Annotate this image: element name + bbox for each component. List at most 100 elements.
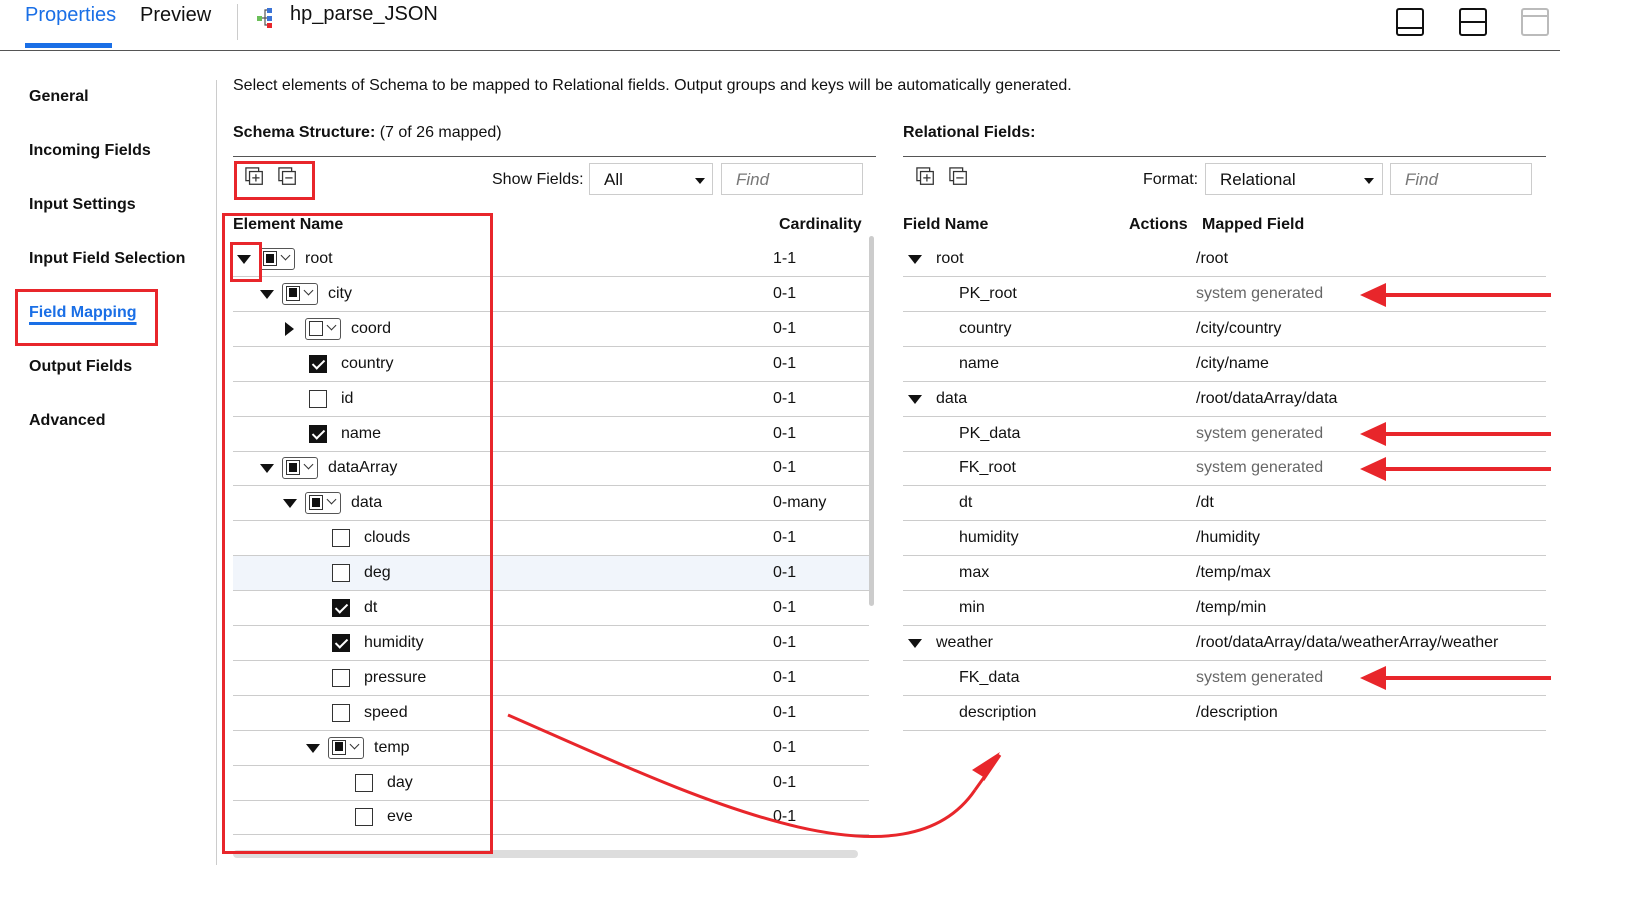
tristate-checkbox[interactable] [282, 457, 318, 480]
expand-down-icon[interactable] [908, 394, 922, 404]
tab-preview[interactable]: Preview [140, 4, 212, 26]
tristate-checkbox[interactable] [305, 317, 341, 340]
row-divider [903, 450, 1546, 452]
expand-down-icon[interactable] [283, 499, 297, 509]
field-name: PK_root [959, 284, 1017, 302]
schema-horizontal-scrollbar[interactable] [233, 850, 858, 858]
mapped-field: /city/name [1196, 354, 1269, 372]
checkbox[interactable] [332, 529, 350, 548]
expand-right-icon[interactable] [285, 321, 294, 336]
row-divider [903, 415, 1546, 417]
field-name: PK_data [959, 424, 1021, 442]
mapped-field: system generated [1196, 459, 1324, 477]
checkbox[interactable] [332, 668, 350, 687]
checkbox[interactable] [332, 564, 350, 583]
tristate-checkbox[interactable] [282, 282, 318, 305]
element-name: country [341, 354, 394, 372]
format-value: Relational [1220, 170, 1296, 189]
cardinality: 0-1 [773, 529, 797, 547]
nav-incoming-fields[interactable]: Incoming Fields [29, 142, 151, 159]
mapped-field: system generated [1196, 284, 1324, 302]
element-name: deg [364, 564, 391, 582]
element-name: dt [364, 599, 378, 616]
row-divider [233, 310, 869, 312]
field-name: data [936, 389, 968, 407]
expand-down-icon[interactable] [260, 289, 274, 299]
schema-vertical-scrollbar[interactable] [869, 236, 874, 606]
nav-advanced[interactable]: Advanced [29, 412, 106, 429]
row-divider [903, 659, 1546, 661]
mapped-field: /city/country [1196, 319, 1282, 337]
row-divider [903, 520, 1546, 522]
mapped-field: /dt [1196, 494, 1214, 512]
mapped-field: /description [1196, 703, 1278, 721]
field-name: name [959, 354, 1000, 372]
nav-input-settings[interactable]: Input Settings [29, 196, 136, 213]
field-name: country [959, 319, 1012, 337]
checkbox[interactable] [355, 808, 373, 827]
schema-mapped-count: (7 of 26 mapped) [379, 124, 502, 141]
nav-field-mapping[interactable]: Field Mapping [29, 304, 137, 321]
element-name: coord [351, 319, 392, 337]
expand-down-icon[interactable] [237, 255, 251, 264]
mapped-field: /root [1196, 250, 1229, 267]
mapped-field: /temp/min [1196, 599, 1267, 616]
tristate-checkbox[interactable] [328, 736, 364, 759]
mapping-title: hp_parse_JSON [290, 3, 438, 25]
relational-collapse-all-icon[interactable] [949, 167, 969, 187]
row-divider [233, 380, 869, 382]
annotation-element-column-box [222, 213, 493, 854]
checkbox[interactable] [332, 633, 350, 652]
expand-down-icon[interactable] [908, 255, 922, 264]
nav-output-fields[interactable]: Output Fields [29, 358, 133, 375]
nav-input-field-selection[interactable]: Input Field Selection [29, 250, 186, 267]
mapped-field: /root/dataArray/data/weatherArray/weathe… [1196, 633, 1499, 651]
field-name: min [959, 599, 985, 616]
relational-find-input[interactable]: Find [1390, 163, 1532, 195]
row-divider [233, 485, 869, 487]
checkbox[interactable] [309, 424, 327, 443]
field-name: description [959, 703, 1037, 721]
cardinality: 1-1 [773, 250, 797, 267]
cardinality: 0-1 [773, 773, 797, 791]
expand-all-icon[interactable] [245, 167, 265, 187]
layout-top-panel-icon[interactable] [1521, 8, 1549, 36]
layout-bottom-panel-icon[interactable] [1396, 8, 1424, 36]
checkbox[interactable] [309, 389, 327, 408]
cardinality: 0-1 [773, 599, 797, 616]
checkbox[interactable] [355, 773, 373, 792]
checkbox[interactable] [332, 599, 350, 617]
row-divider [233, 520, 869, 522]
mapped-field: /humidity [1196, 529, 1261, 547]
schema-find-input[interactable]: Find [721, 163, 863, 195]
annotation-toolbar-box [234, 161, 315, 200]
relational-header-line [903, 156, 1546, 157]
format-select[interactable]: Relational [1205, 163, 1383, 195]
schema-structure-title: Schema Structure: (7 of 26 mapped) [233, 124, 502, 142]
expand-down-icon[interactable] [306, 743, 320, 753]
mapping-icon [257, 8, 272, 28]
field-name: FK_root [959, 459, 1016, 477]
show-fields-select[interactable]: All [589, 163, 713, 195]
element-name: clouds [364, 529, 411, 547]
tab-properties[interactable]: Properties [25, 4, 117, 26]
nav-general[interactable]: General [29, 88, 89, 105]
cardinality: 0-1 [773, 354, 797, 372]
checkbox[interactable] [309, 354, 327, 373]
layout-split-panel-icon[interactable] [1459, 8, 1487, 36]
element-name: speed [364, 703, 408, 721]
tristate-checkbox[interactable] [305, 492, 341, 515]
expand-down-icon[interactable] [908, 638, 922, 648]
checkbox[interactable] [332, 703, 350, 722]
cardinality: 0-1 [773, 389, 797, 407]
expand-down-icon[interactable] [260, 464, 274, 474]
schema-title-text: Schema Structure: [233, 124, 376, 141]
format-chevron-icon [1364, 178, 1374, 184]
top-divider [0, 50, 1560, 51]
collapse-all-icon[interactable] [278, 167, 298, 187]
row-divider [233, 764, 869, 766]
element-name: name [341, 424, 382, 442]
tab-properties-indicator [25, 43, 112, 48]
row-divider [903, 555, 1546, 557]
relational-expand-all-icon[interactable] [916, 167, 936, 187]
